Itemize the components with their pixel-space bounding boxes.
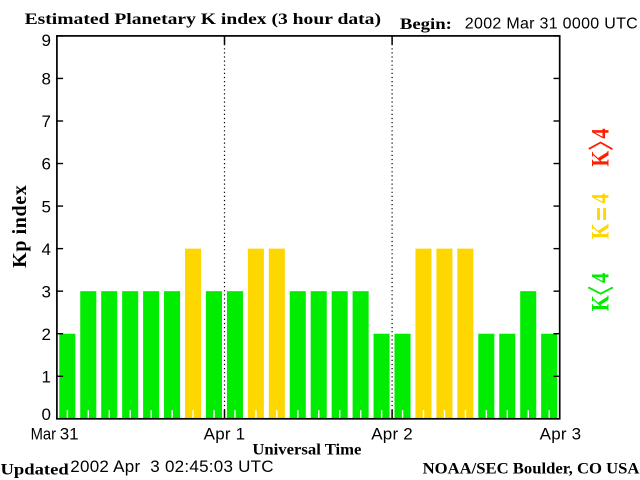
svg-text:4: 4: [586, 128, 613, 138]
svg-text:9: 9: [42, 31, 51, 50]
svg-text:2002 Apr 3 02:45:03 UTC: 2002 Apr 3 02:45:03 UTC: [70, 457, 274, 476]
svg-text:Universal Time: Universal Time: [252, 442, 361, 458]
svg-text:K: K: [586, 295, 613, 311]
svg-text:8: 8: [42, 70, 51, 89]
svg-text:4: 4: [42, 240, 51, 259]
svg-text:4: 4: [586, 273, 613, 283]
svg-text:Updated: Updated: [1, 461, 70, 478]
svg-text:Apr 2: Apr 2: [371, 425, 413, 444]
svg-text:3: 3: [42, 282, 51, 301]
svg-text:6: 6: [42, 155, 51, 174]
svg-text:Kp index: Kp index: [9, 185, 31, 268]
svg-text:2: 2: [42, 325, 51, 344]
svg-text:0: 0: [42, 405, 51, 424]
svg-text:Mar: Mar: [31, 426, 57, 444]
svg-text:K: K: [586, 151, 613, 167]
svg-text:Begin:: Begin:: [400, 14, 452, 32]
svg-text:31: 31: [60, 425, 79, 444]
svg-text:Apr 1: Apr 1: [204, 425, 246, 444]
svg-text:NOAA/SEC Boulder, CO USA: NOAA/SEC Boulder, CO USA: [423, 461, 640, 477]
svg-text:7: 7: [42, 112, 51, 131]
svg-text:2002 Mar 31 0000 UTC: 2002 Mar 31 0000 UTC: [465, 16, 638, 33]
svg-text:5: 5: [42, 197, 51, 216]
svg-text:K: K: [586, 223, 613, 239]
svg-text:4: 4: [586, 193, 613, 203]
svg-text:Estimated Planetary K index (3: Estimated Planetary K index (3 hour data…: [25, 9, 381, 28]
svg-text:Apr 3: Apr 3: [540, 425, 582, 444]
svg-text:1: 1: [42, 367, 51, 386]
